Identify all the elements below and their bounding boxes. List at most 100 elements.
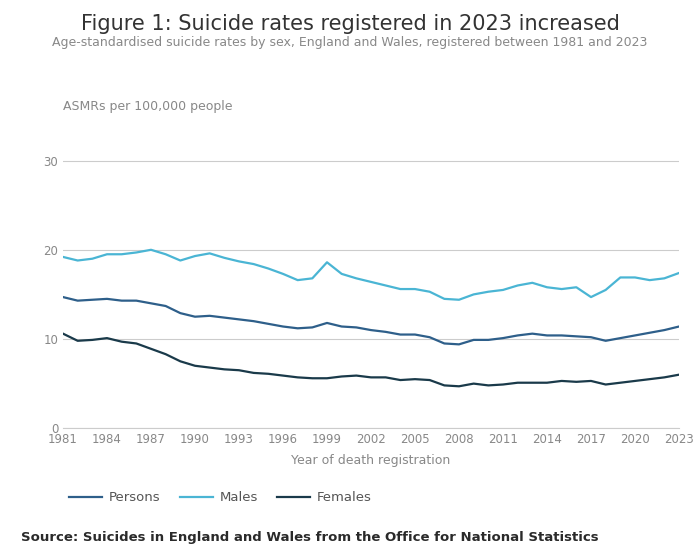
Line: Males: Males: [63, 250, 679, 300]
Females: [455, 383, 463, 390]
Females: [264, 371, 272, 377]
Females: [470, 380, 478, 387]
Persons: [616, 335, 624, 341]
Females: [587, 378, 595, 384]
Persons: [162, 302, 170, 309]
Females: [426, 377, 434, 383]
Males: [323, 259, 331, 266]
Females: [323, 375, 331, 382]
Males: [645, 277, 654, 283]
Males: [249, 261, 258, 267]
Females: [308, 375, 316, 382]
Females: [74, 338, 82, 344]
Text: ASMRs per 100,000 people: ASMRs per 100,000 people: [63, 99, 232, 113]
Persons: [249, 318, 258, 324]
Females: [382, 374, 390, 380]
Persons: [176, 310, 185, 316]
Persons: [631, 332, 639, 339]
Females: [528, 379, 536, 386]
Males: [206, 250, 214, 257]
Females: [396, 377, 405, 383]
Persons: [352, 324, 361, 330]
Females: [367, 374, 375, 380]
Females: [132, 340, 141, 347]
Males: [572, 284, 580, 290]
Females: [88, 337, 97, 343]
Persons: [147, 300, 155, 306]
Females: [206, 365, 214, 371]
Females: [352, 372, 361, 379]
Males: [74, 257, 82, 264]
Persons: [279, 323, 287, 330]
Females: [103, 335, 111, 341]
Females: [675, 371, 683, 378]
Females: [293, 374, 302, 380]
Males: [293, 277, 302, 283]
Persons: [382, 328, 390, 335]
Males: [484, 288, 493, 295]
Legend: Persons, Males, Females: Persons, Males, Females: [64, 486, 377, 510]
Persons: [396, 331, 405, 338]
Males: [59, 254, 67, 260]
Males: [675, 270, 683, 276]
Males: [587, 294, 595, 300]
Females: [484, 382, 493, 389]
Females: [514, 379, 522, 386]
Females: [162, 351, 170, 357]
Persons: [601, 338, 610, 344]
Females: [660, 374, 668, 380]
Males: [264, 265, 272, 272]
Males: [191, 253, 200, 259]
Males: [616, 274, 624, 281]
Line: Persons: Persons: [63, 297, 679, 344]
Males: [528, 279, 536, 286]
Females: [631, 378, 639, 384]
Males: [176, 257, 185, 264]
Persons: [118, 298, 126, 304]
Males: [631, 274, 639, 281]
Males: [220, 255, 228, 261]
Persons: [411, 331, 419, 338]
Males: [88, 255, 97, 262]
Males: [147, 247, 155, 253]
Males: [337, 271, 346, 277]
Females: [118, 338, 126, 345]
Persons: [74, 298, 82, 304]
Males: [132, 249, 141, 256]
Females: [411, 376, 419, 383]
Persons: [572, 333, 580, 340]
Males: [396, 285, 405, 292]
Females: [499, 381, 508, 388]
Persons: [103, 295, 111, 302]
Persons: [484, 337, 493, 343]
Persons: [191, 313, 200, 320]
Persons: [514, 332, 522, 339]
Persons: [528, 330, 536, 337]
Persons: [220, 314, 228, 321]
Persons: [264, 321, 272, 327]
Persons: [470, 337, 478, 343]
Persons: [337, 323, 346, 330]
Males: [411, 285, 419, 292]
Persons: [645, 329, 654, 336]
Females: [557, 378, 566, 384]
Females: [601, 381, 610, 388]
Males: [279, 271, 287, 277]
Males: [601, 287, 610, 293]
Males: [455, 296, 463, 303]
Males: [308, 275, 316, 282]
Females: [191, 362, 200, 369]
Females: [249, 369, 258, 376]
Males: [499, 287, 508, 293]
Persons: [206, 312, 214, 319]
Persons: [367, 327, 375, 333]
Persons: [323, 320, 331, 326]
Persons: [440, 340, 449, 347]
Persons: [499, 335, 508, 341]
Females: [176, 358, 185, 365]
Females: [234, 367, 243, 373]
Males: [382, 282, 390, 289]
Males: [542, 284, 551, 290]
Persons: [293, 325, 302, 332]
Males: [557, 285, 566, 292]
